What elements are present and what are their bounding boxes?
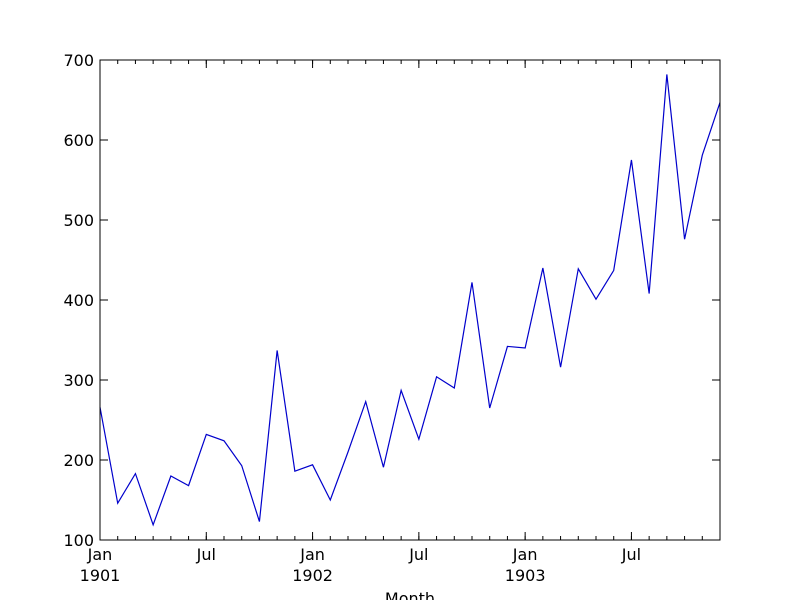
x-tick-label: Jan [87,545,113,564]
y-axis: 100 200 300 400 500 600 700 [63,51,720,550]
x-tick-year-label: 1902 [292,566,333,585]
y-tick-label: 600 [63,131,94,150]
y-tick-label: 300 [63,371,94,390]
x-tick-label: Jan [512,545,538,564]
y-tick-label: 500 [63,211,94,230]
x-tick-year-label: 1903 [505,566,546,585]
x-tick-label: Jul [196,545,216,564]
y-tick-label: 700 [63,51,94,70]
plot-frame [99,59,721,541]
y-tick-label: 400 [63,291,94,310]
x-axis: Jan 1901 Jul Jan 1902 Jul Jan 1903 Jul [80,60,721,585]
x-tick-label: Jul [408,545,428,564]
x-tick-label: Jul [621,545,641,564]
x-tick-year-label: 1901 [80,566,121,585]
x-axis-label: Month [385,589,435,600]
series-line [99,74,721,527]
y-tick-label: 100 [63,531,94,550]
x-tick-label: Jan [299,545,325,564]
y-tick-label: 200 [63,451,94,470]
